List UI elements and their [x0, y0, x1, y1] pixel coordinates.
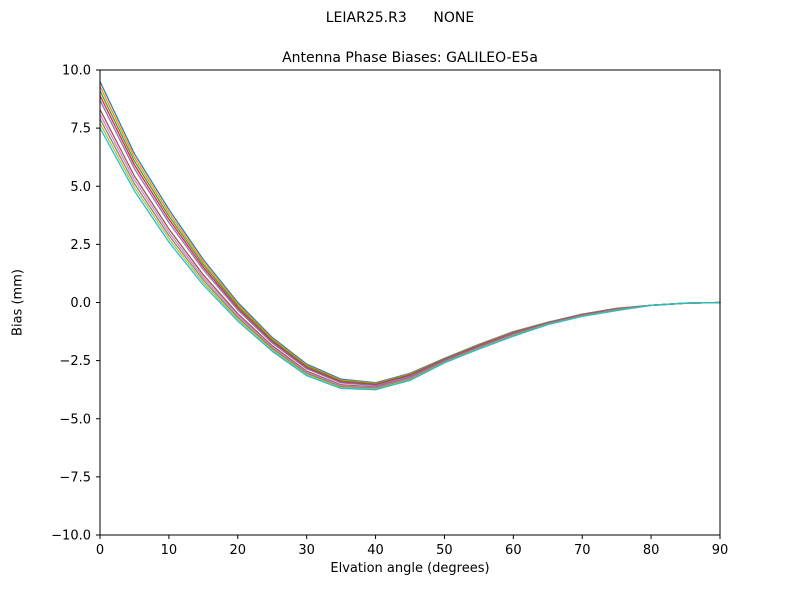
x-tick-label: 60 [505, 543, 522, 558]
x-tick-label: 10 [161, 543, 178, 558]
x-tick-label: 90 [712, 543, 729, 558]
y-tick-label: −7.5 [59, 470, 91, 485]
series-line-series-01 [99, 80, 721, 384]
x-tick-label: 50 [436, 543, 453, 558]
y-axis-label: Bias (mm) [10, 269, 26, 336]
y-tick-label: 10.0 [62, 64, 91, 79]
x-tick-label: 70 [574, 543, 591, 558]
chart-title: Antenna Phase Biases: GALILEO-E5a [282, 50, 538, 66]
axes-frame [99, 69, 721, 536]
x-tick-label: 30 [298, 543, 315, 558]
x-tick-label: 0 [96, 543, 104, 558]
y-tick-label: 7.5 [70, 122, 91, 137]
x-tick-label: 40 [367, 543, 384, 558]
y-tick-label: −2.5 [59, 354, 91, 369]
series-line-series-03 [99, 90, 721, 385]
y-tick-label: −5.0 [59, 412, 91, 427]
y-tick-label: 0.0 [70, 296, 91, 311]
x-tick-label: 80 [643, 543, 660, 558]
x-axis-label: Elvation angle (degrees) [330, 561, 490, 576]
figure-suptitle: LEIAR25.R3 NONE [325, 10, 475, 26]
series-line-series-02 [99, 85, 721, 385]
series-line-series-10 [99, 127, 721, 391]
y-tick-label: 5.0 [70, 180, 91, 195]
series-line-series-05 [99, 99, 721, 387]
x-tick-label: 20 [230, 543, 247, 558]
y-tick-label: 2.5 [70, 238, 91, 253]
y-tick-label: −10.0 [51, 529, 91, 544]
series-line-series-04 [99, 94, 721, 386]
